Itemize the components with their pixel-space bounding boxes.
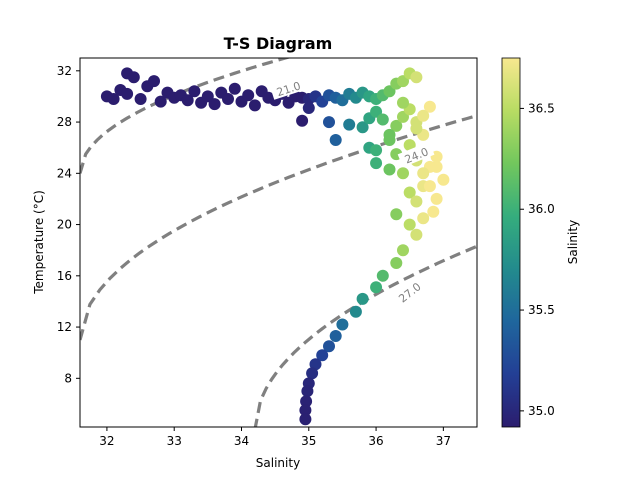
x-tick-label: 32: [99, 434, 114, 448]
data-point: [397, 167, 409, 180]
x-axis-label: Salinity: [256, 456, 300, 470]
data-point: [410, 122, 423, 135]
data-point: [222, 93, 234, 105]
colorbar-tick-label: 36.0: [528, 202, 555, 216]
data-point: [349, 305, 362, 318]
colorbar-tick-label: 35.5: [528, 303, 555, 317]
data-point: [390, 119, 403, 132]
density-contour-line: [253, 244, 477, 427]
data-point: [383, 163, 396, 176]
data-point: [383, 85, 396, 98]
data-point: [383, 128, 396, 141]
data-point: [417, 212, 430, 225]
data-point: [306, 367, 319, 380]
data-point: [242, 89, 255, 102]
chart-title: T-S Diagram: [224, 34, 333, 53]
data-point: [356, 292, 369, 305]
colorbar-tick-label: 36.5: [528, 101, 555, 115]
data-point: [397, 96, 409, 109]
data-point: [417, 167, 430, 180]
data-point: [390, 257, 403, 269]
data-point: [302, 102, 315, 114]
colorbar-tick-label: 35.0: [528, 404, 555, 418]
data-point: [356, 121, 369, 134]
data-point: [370, 157, 383, 170]
data-point: [397, 244, 409, 257]
x-tick-label: 35: [301, 434, 316, 448]
data-point: [410, 71, 423, 84]
data-point: [299, 404, 312, 417]
data-point: [403, 218, 416, 231]
data-point: [430, 192, 443, 205]
scatter-points: [100, 67, 450, 426]
y-axis: 8 12 16 20 24 28 32: [57, 64, 80, 385]
x-tick-label: 36: [368, 434, 383, 448]
x-tick-label: 37: [436, 434, 451, 448]
contour-label-bg: [269, 75, 307, 100]
data-point: [410, 228, 423, 241]
data-point: [181, 94, 194, 107]
data-point: [300, 395, 313, 408]
data-point: [370, 281, 383, 294]
colorbar: [501, 57, 521, 428]
data-point: [437, 173, 450, 186]
data-point: [403, 186, 416, 199]
data-point: [417, 109, 430, 122]
x-tick-label: 33: [167, 434, 182, 448]
data-point: [430, 160, 443, 173]
contour-label-bg: [391, 275, 427, 308]
data-point: [423, 100, 436, 113]
data-point: [148, 75, 160, 88]
data-point: [201, 90, 214, 103]
y-tick-label: 16: [57, 269, 72, 283]
data-point: [228, 82, 241, 95]
data-point: [336, 318, 349, 331]
data-point: [316, 349, 329, 362]
plot-frame: [79, 57, 478, 428]
y-tick-label: 20: [57, 218, 72, 232]
data-point: [370, 144, 383, 157]
data-point: [301, 385, 314, 398]
data-point: [329, 330, 342, 342]
data-point: [208, 98, 221, 111]
data-point: [427, 205, 440, 218]
y-tick-label: 24: [57, 166, 72, 180]
data-point: [403, 139, 416, 152]
y-tick-label: 12: [57, 320, 72, 334]
data-point: [127, 71, 140, 84]
data-point: [329, 134, 342, 146]
data-point: [309, 358, 322, 371]
y-tick-label: 28: [57, 115, 72, 129]
data-point: [376, 269, 389, 282]
y-axis-label: Temperature (°C): [32, 190, 46, 295]
data-point: [410, 195, 423, 208]
data-point: [390, 208, 403, 221]
data-point: [376, 113, 389, 126]
data-point: [121, 87, 134, 100]
data-point: [323, 340, 335, 353]
y-tick-label: 8: [64, 371, 72, 385]
colorbar-label: Salinity: [566, 220, 580, 264]
data-point: [248, 99, 261, 112]
data-point: [323, 116, 335, 129]
x-tick-label: 34: [234, 434, 249, 448]
contour-labels: 21.024.027.0: [269, 75, 435, 308]
contour-label-bg: [397, 141, 435, 168]
data-point: [107, 93, 120, 105]
data-point: [343, 118, 356, 131]
x-axis: 32 33 34 35 36 37: [99, 427, 451, 448]
data-point: [154, 95, 167, 108]
data-point: [423, 180, 436, 193]
y-tick-label: 32: [57, 64, 72, 78]
density-contour-line: [80, 58, 292, 174]
density-contour-line: [80, 114, 477, 341]
data-point: [134, 93, 147, 105]
data-point: [296, 114, 309, 127]
colorbar-ticks: 35.0 35.5 36.0 36.5: [520, 101, 555, 418]
data-point: [188, 85, 201, 98]
data-point: [299, 413, 312, 426]
